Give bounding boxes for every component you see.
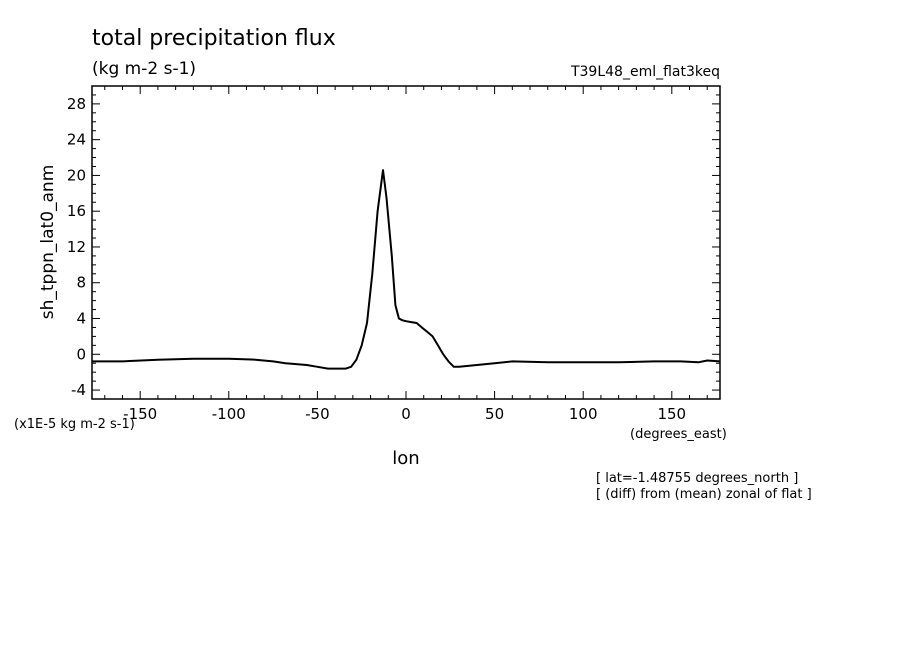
- x-axis-label: lon: [392, 448, 419, 469]
- y-tick-label: 28: [67, 95, 86, 113]
- x-axis-tick-labels: -150 -100 -50 0 50 100 150: [123, 405, 686, 423]
- x-tick-label: 100: [569, 405, 598, 423]
- note-latitude: [ lat=-1.48755 degrees_north ]: [596, 471, 798, 486]
- y-tick-label: 4: [76, 310, 86, 328]
- x-tick-label: -100: [212, 405, 246, 423]
- note-difference: [ (diff) from (mean) zonal of flat ]: [596, 487, 812, 502]
- x-tick-label: -150: [123, 405, 157, 423]
- y-tick-label: -4: [71, 381, 86, 399]
- run-label: T39L48_eml_flat3keq: [570, 64, 720, 80]
- y-axis-ticks: [92, 94, 720, 391]
- x-tick-label: 50: [485, 405, 504, 423]
- y-axis-tick-labels: -4 0 4 8 12 16 20 24 28: [67, 95, 86, 399]
- x-tick-label: 0: [401, 405, 411, 423]
- x-tick-label: 150: [657, 405, 686, 423]
- y-tick-label: 20: [67, 166, 86, 184]
- plot-frame: [91, 85, 721, 400]
- chart-units: (kg m-2 s-1): [92, 59, 196, 79]
- y-tick-label: 0: [76, 345, 86, 363]
- chart-title: total precipitation flux: [92, 26, 336, 51]
- y-tick-label: 8: [76, 274, 86, 292]
- y-tick-label: 24: [67, 131, 86, 149]
- y-scale-note: (x1E-5 kg m-2 s-1): [14, 417, 135, 432]
- y-tick-label: 12: [67, 238, 86, 256]
- x-axis-units: (degrees_east): [630, 427, 727, 442]
- y-tick-label: 16: [67, 202, 86, 220]
- x-axis-ticks: [104, 86, 708, 399]
- x-tick-label: -50: [305, 405, 330, 423]
- y-axis-label: sh_tppn_lat0_anm: [38, 165, 58, 320]
- series-line: [92, 169, 721, 370]
